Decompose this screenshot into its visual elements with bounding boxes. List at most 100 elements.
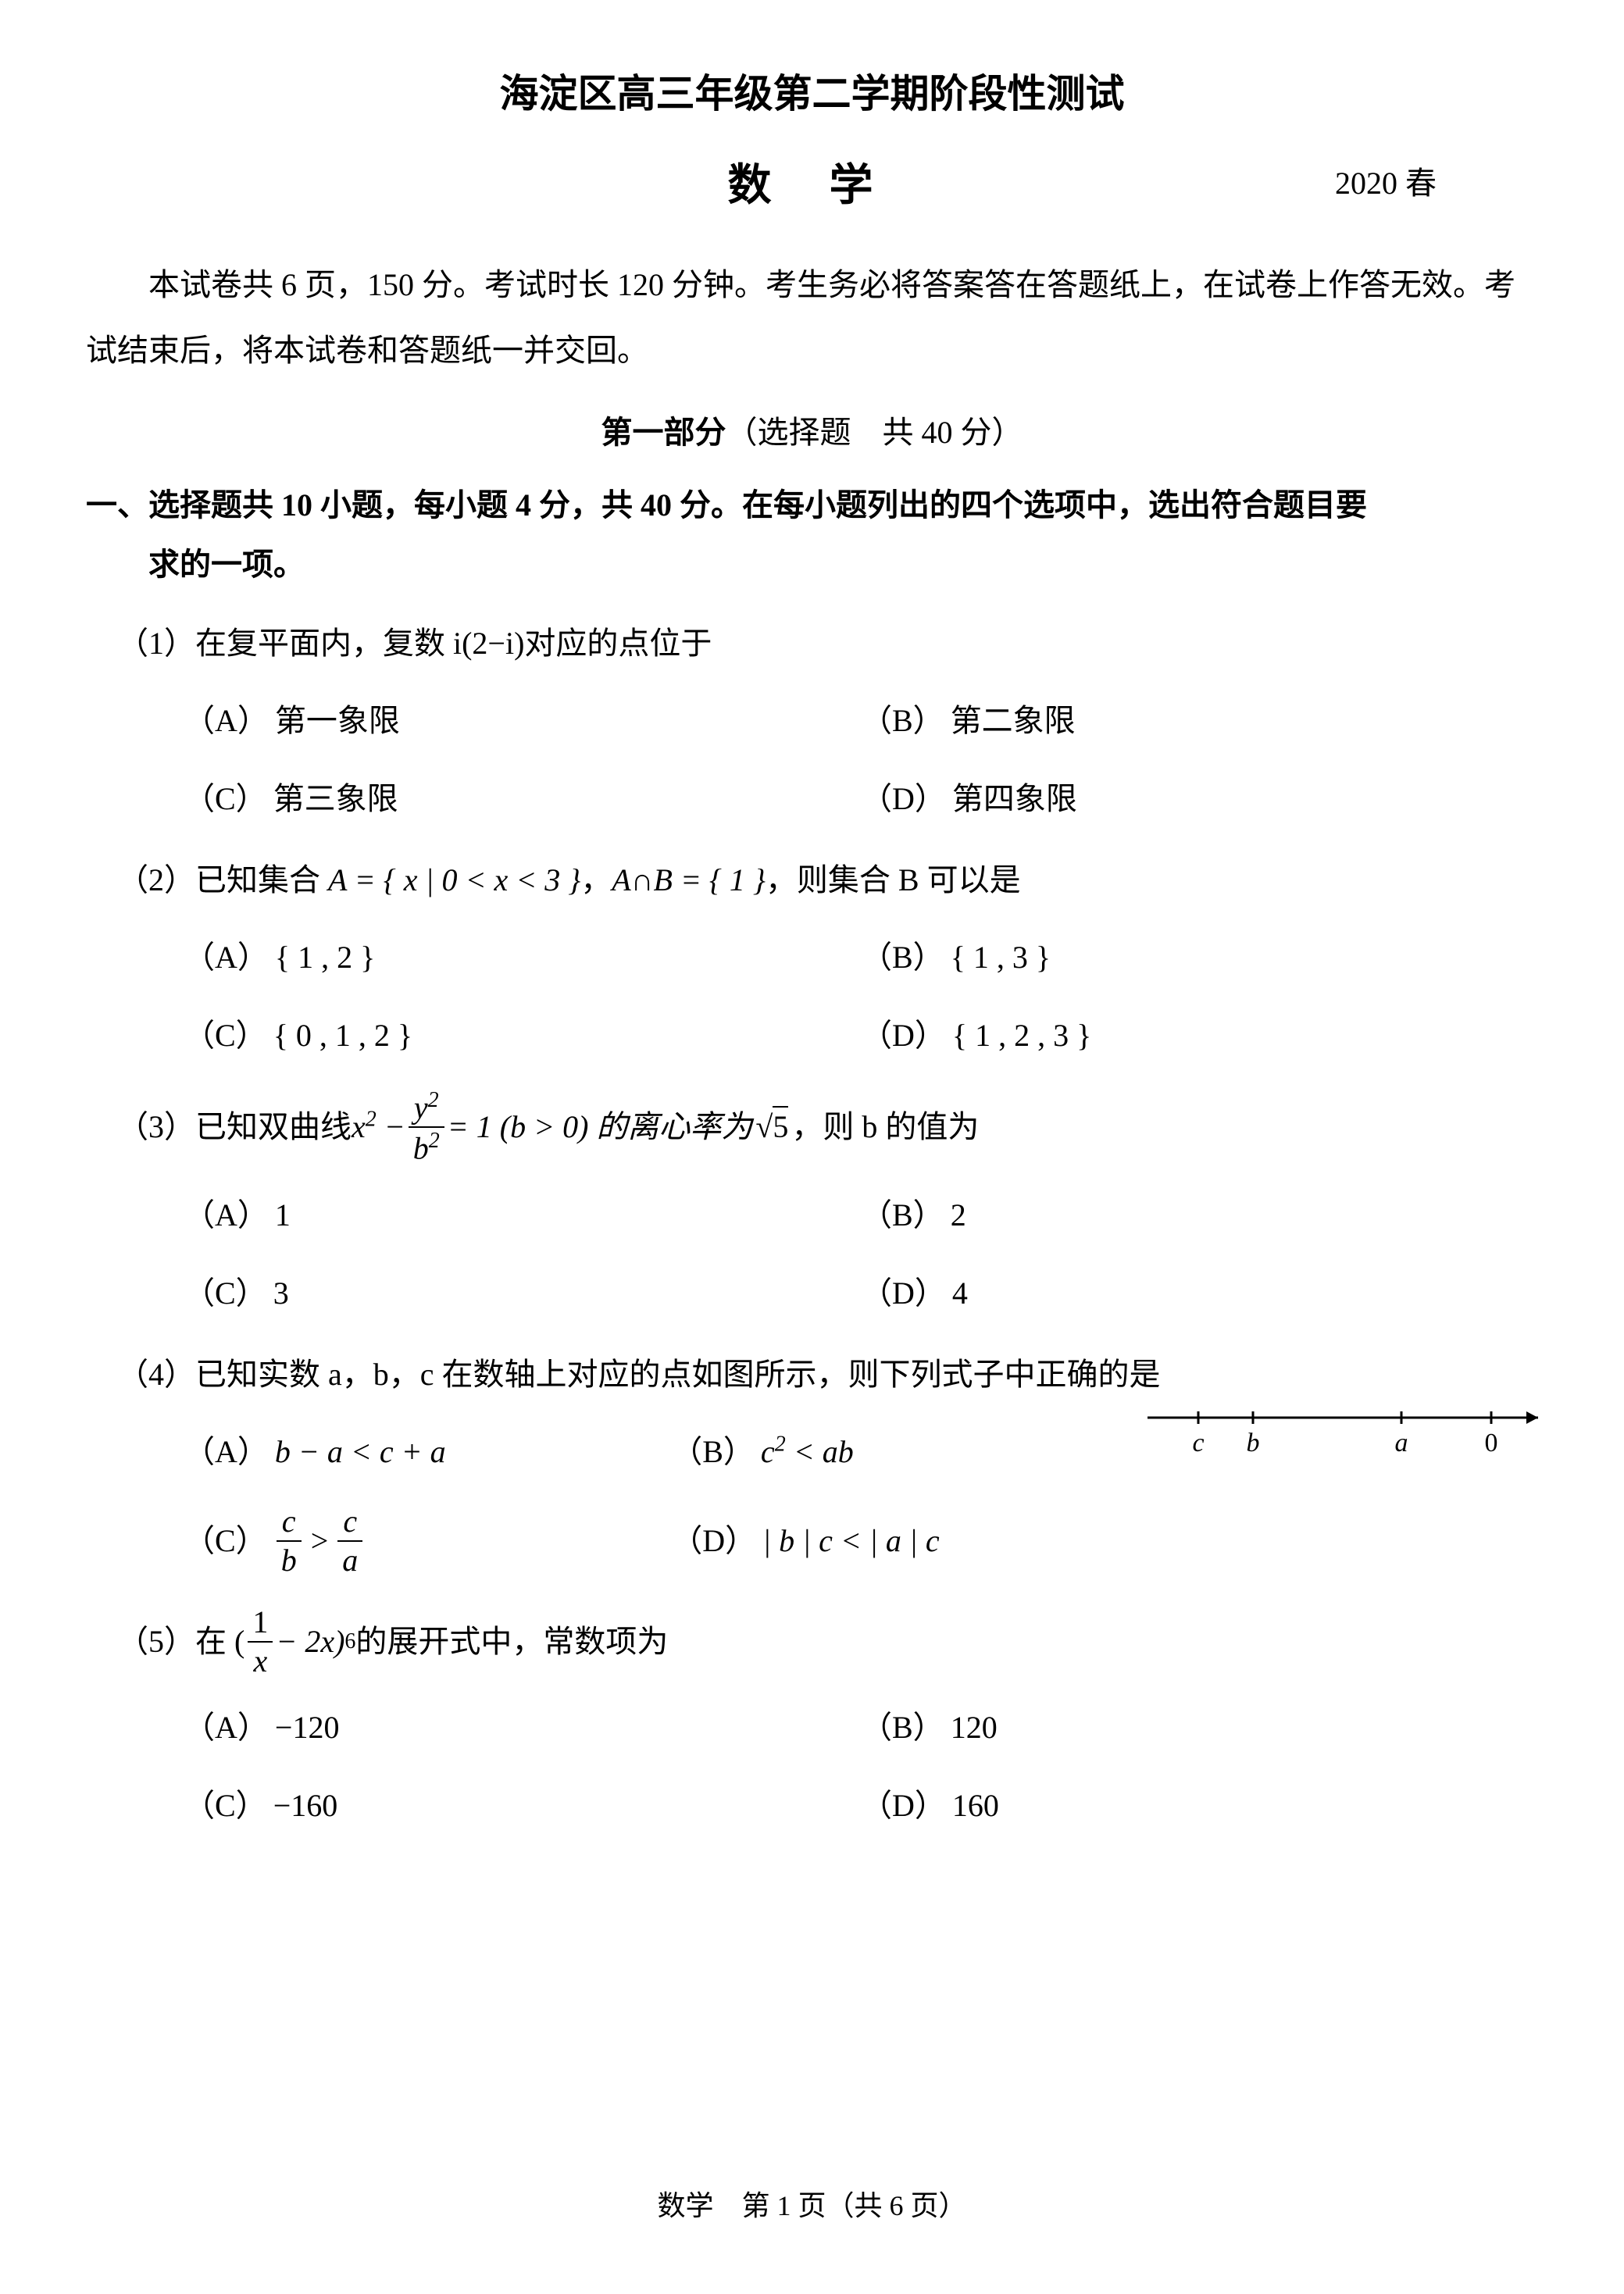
option-text: c2 < ab: [761, 1424, 854, 1480]
frac-num: y2: [409, 1087, 444, 1128]
option-text: 120: [951, 1700, 998, 1756]
q3-frac: y2 b2: [409, 1087, 444, 1168]
q4-option-c: （C） c b > c a: [184, 1503, 671, 1579]
section-header: 一、选择题共 10 小题，每小题 4 分，共 40 分。在每小题列出的四个选项中…: [86, 476, 1538, 594]
option-label: （C）: [184, 771, 267, 827]
q3-mid: = 1 (b > 0) 的离心率为: [448, 1097, 753, 1157]
option-label: （B）: [861, 1187, 944, 1243]
q4-stem: （4）已知实数 a，b，c 在数轴上对应的点如图所示，则下列式子中正确的是: [117, 1345, 1538, 1404]
svg-text:a: a: [1395, 1429, 1408, 1457]
q5-exp: 6: [344, 1621, 355, 1662]
option-label: （A）: [184, 1700, 269, 1756]
number-line-diagram: c b a 0: [1140, 1398, 1554, 1468]
q3-option-d: （D）4: [861, 1265, 1538, 1322]
option-text: −160: [273, 1778, 338, 1834]
q5-pre: 在 (: [195, 1612, 244, 1671]
option-row: （A）−120 （B）120: [184, 1700, 1538, 1756]
option-text: 2: [951, 1187, 966, 1243]
option-text: 1: [275, 1187, 291, 1243]
q1-option-d: （D）第四象限: [861, 771, 1538, 827]
q3-option-b: （B）2: [861, 1187, 1538, 1243]
option-label: （B）: [861, 929, 944, 986]
q2-inter: A∩B = { 1 }: [612, 862, 766, 897]
option-row: （C）−160 （D）160: [184, 1778, 1538, 1834]
option-label: （D）: [861, 1008, 946, 1064]
q2-pre: 已知集合: [195, 862, 328, 897]
q1-option-b: （B）第二象限: [861, 693, 1538, 749]
q5-mid: − 2x): [276, 1612, 344, 1671]
option-row: （A）{ 1 , 2 } （B）{ 1 , 3 }: [184, 929, 1538, 986]
question-3: （3）已知双曲线 x2 − y2 b2 = 1 (b > 0) 的离心率为 √5…: [86, 1087, 1538, 1322]
option-label: （D）: [861, 1778, 946, 1834]
part-detail: （选择题 共 40 分）: [726, 415, 1023, 450]
q3-sqrt: √5: [755, 1097, 788, 1157]
q2-mid: ，: [580, 862, 612, 897]
q2-stem: （2）已知集合 A = { x | 0 < x < 3 }，A∩B = { 1 …: [117, 851, 1538, 910]
option-row: （C）3 （D）4: [184, 1265, 1538, 1322]
q3-num: （3）: [117, 1097, 195, 1157]
section-line2: 求的一项。: [86, 535, 1538, 594]
svg-text:c: c: [1192, 1429, 1204, 1457]
q5-num: （5）: [117, 1612, 195, 1671]
question-4: （4）已知实数 a，b，c 在数轴上对应的点如图所示，则下列式子中正确的是 c …: [86, 1345, 1538, 1580]
option-label: （B）: [861, 693, 944, 749]
exam-title: 海淀区高三年级第二学期阶段性测试: [86, 62, 1538, 119]
q4c-mid: >: [311, 1513, 329, 1569]
q2-options: （A）{ 1 , 2 } （B）{ 1 , 3 } （C）{ 0 , 1 , 2…: [117, 929, 1538, 1064]
q2-post: ，则集合 B 可以是: [766, 862, 1021, 897]
option-text: 第二象限: [951, 693, 1076, 749]
option-label: （A）: [184, 693, 269, 749]
option-label: （D）: [861, 771, 946, 827]
option-row: （C）第三象限 （D）第四象限: [184, 771, 1538, 827]
q5-option-b: （B）120: [861, 1700, 1538, 1756]
frac-num: c: [277, 1503, 302, 1542]
q3-stem: （3）已知双曲线 x2 − y2 b2 = 1 (b > 0) 的离心率为 √5…: [117, 1087, 1538, 1168]
svg-text:b: b: [1247, 1429, 1260, 1457]
q2-setA: A = { x | 0 < x < 3 }: [328, 862, 580, 897]
q5-option-a: （A）−120: [184, 1700, 861, 1756]
part-label: 第一部分: [601, 415, 726, 450]
q1-option-a: （A）第一象限: [184, 693, 861, 749]
option-text: 第三象限: [273, 771, 398, 827]
option-label: （B）: [861, 1700, 944, 1756]
frac-den: b2: [409, 1128, 444, 1167]
question-2: （2）已知集合 A = { x | 0 < x < 3 }，A∩B = { 1 …: [86, 851, 1538, 1064]
subject-title: 数 学: [728, 150, 897, 213]
q3-math: x2 −: [352, 1097, 405, 1157]
option-row: （C）{ 0 , 1 , 2 } （D）{ 1 , 2 , 3 }: [184, 1008, 1538, 1064]
option-text: { 1 , 2 , 3 }: [952, 1008, 1091, 1064]
part-header: 第一部分（选择题 共 40 分）: [86, 407, 1538, 452]
frac-den: a: [337, 1542, 362, 1579]
option-text: { 0 , 1 , 2 }: [273, 1008, 412, 1064]
option-label: （C）: [184, 1778, 267, 1834]
q2-option-a: （A）{ 1 , 2 }: [184, 929, 861, 986]
option-label: （C）: [184, 1008, 267, 1064]
option-text: b − a < c + a: [275, 1424, 446, 1480]
q2-num: （2）: [117, 851, 195, 910]
option-label: （A）: [184, 1424, 269, 1480]
q5-post: 的展开式中，常数项为: [355, 1612, 668, 1671]
option-label: （A）: [184, 929, 269, 986]
question-5: （5）在 ( 1 x − 2x)6 的展开式中，常数项为 （A）−120 （B）…: [86, 1604, 1538, 1834]
q3-pre: 已知双曲线: [195, 1097, 352, 1157]
q1-num: （1）: [117, 614, 195, 673]
option-text: 第一象限: [275, 693, 400, 749]
exam-date: 2020 春: [1335, 158, 1437, 203]
q1-options: （A）第一象限 （B）第二象限 （C）第三象限 （D）第四象限: [117, 693, 1538, 827]
q3-options: （A）1 （B）2 （C）3 （D）4: [117, 1187, 1538, 1322]
q5-frac: 1 x: [248, 1604, 273, 1680]
option-row: （A）1 （B）2: [184, 1187, 1538, 1243]
svg-text:0: 0: [1485, 1429, 1498, 1457]
option-text: 160: [952, 1778, 999, 1834]
option-text: { 1 , 2 }: [275, 929, 375, 986]
q1-stem: （1）在复平面内，复数 i(2−i)对应的点位于: [117, 614, 1538, 673]
frac-den: x: [248, 1643, 273, 1680]
question-1: （1）在复平面内，复数 i(2−i)对应的点位于 （A）第一象限 （B）第二象限…: [86, 614, 1538, 827]
q4-option-d: （D）| b | c < | a | c: [671, 1513, 1538, 1569]
q3-option-c: （C）3: [184, 1265, 861, 1322]
frac-num: c: [337, 1503, 362, 1542]
q2-option-c: （C）{ 0 , 1 , 2 }: [184, 1008, 861, 1064]
page-footer: 数学 第 1 页（共 6 页）: [0, 2183, 1624, 2224]
q3-post: ，则 b 的值为: [791, 1097, 979, 1157]
q3-option-a: （A）1: [184, 1187, 861, 1243]
